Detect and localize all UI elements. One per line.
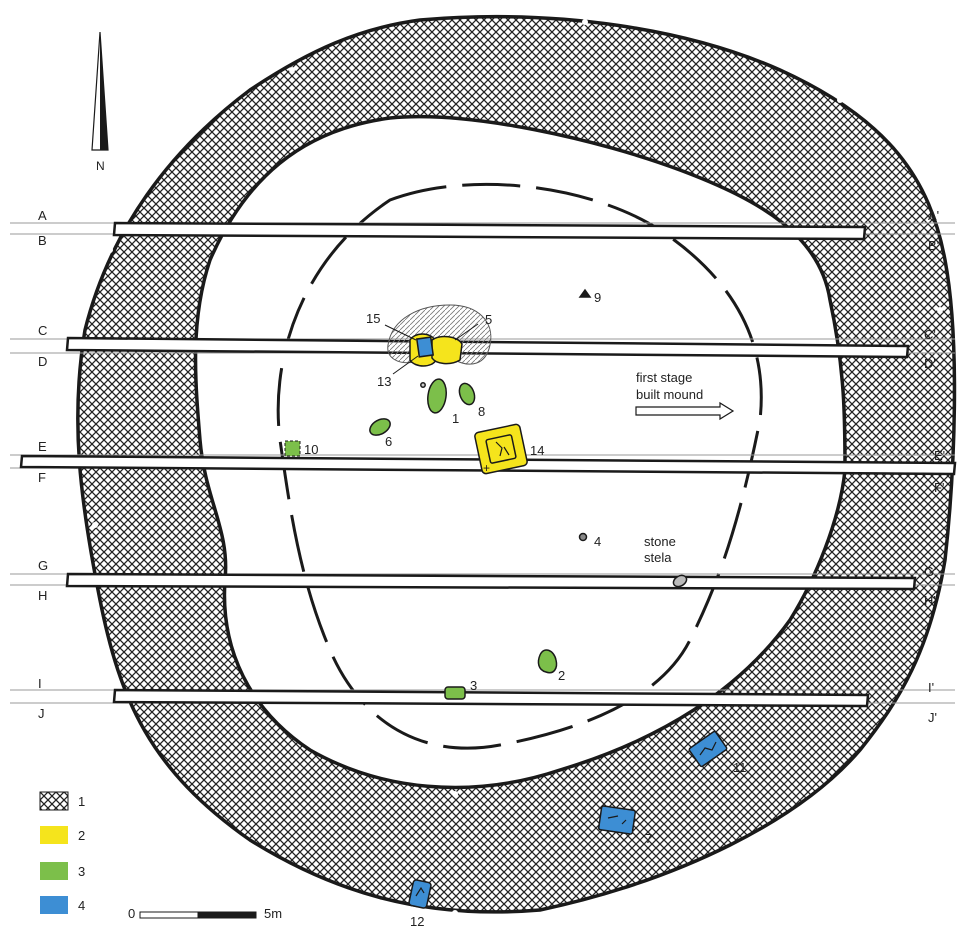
feature-7 [598,805,636,835]
feature-label: 11 [733,760,747,775]
profile-label: G' [924,564,937,579]
profile-label: D' [924,356,936,371]
features: + [284,288,728,909]
profile-label: A [38,208,47,223]
trench-bars [19,221,957,708]
first-stage-outline [276,182,763,750]
profile-label: B [38,233,47,248]
stone-stela-text-2: stela [644,550,672,565]
profile-labels-right: A' B' C' D' E' F' G' H' I' J' [924,208,945,725]
profile-label: E' [934,448,945,463]
profile-label: B' [928,238,939,253]
north-arrow: N [91,31,109,173]
svg-text:+: + [483,461,490,475]
feature-label: 3 [470,678,477,693]
feature-label: 10 [304,442,318,457]
arrow-icon [635,401,735,421]
feature-label: 2 [558,668,565,683]
legend-label: 2 [78,828,85,843]
feature-label: 5 [485,312,492,327]
annotations: first stage built mound stone stela [635,370,735,565]
profile-label: I [38,676,42,691]
scale-start: 0 [128,906,135,921]
stone-stela [672,574,688,588]
feature-5 [431,335,463,365]
feature-12 [408,879,432,909]
leader-lines [384,323,479,375]
legend: 1 2 3 4 [39,791,85,914]
feature-1 [427,378,447,414]
profile-label: E [38,439,47,454]
profile-label: F' [934,480,944,495]
profile-label: H' [924,593,936,608]
feature-2 [537,649,558,674]
profile-label: C [38,323,47,338]
profile-label: I' [928,680,934,695]
profile-label: F [38,470,46,485]
profile-label: C' [924,327,936,342]
boundary-gaps [92,19,943,916]
feature-label: 6 [385,434,392,449]
first-stage-text-1: first stage [636,370,692,385]
feature-6 [369,418,391,436]
first-stage-text-2: built mound [636,387,703,402]
feature-13-blue [415,336,435,358]
feature-label: 12 [410,914,424,929]
north-label: N [96,159,105,173]
feature-9 [578,288,592,298]
feature-labels: 1 2 3 4 5 6 7 8 9 10 11 12 13 14 15 [304,290,747,929]
scale-bar: 0 5m [128,906,282,921]
feature-label: 13 [377,374,391,389]
feature-label: 7 [645,831,652,846]
feature-label: 15 [366,311,380,326]
stone-stela-text-1: stone [644,534,676,549]
profile-label: J' [928,710,937,725]
feature-3 [444,686,466,700]
feature-label: 4 [594,534,601,549]
profile-label: J [38,706,45,721]
profile-label: G [38,558,48,573]
profile-label: D [38,354,47,369]
profile-label: A' [928,208,939,223]
feature-10 [284,440,301,457]
feature-label: 8 [478,404,485,419]
profile-labels-left: A B C D E F G H I J [38,208,48,721]
feature-8 [458,382,476,406]
feature-label: 14 [530,443,544,458]
feature-label: 9 [594,290,601,305]
legend-label: 4 [78,898,85,913]
scale-end: 5m [264,906,282,921]
feature-14 [474,423,528,475]
feature-label: 1 [452,411,459,426]
feature-4 [578,532,588,542]
legend-label: 1 [78,794,85,809]
profile-label: H [38,588,47,603]
legend-label: 3 [78,864,85,879]
